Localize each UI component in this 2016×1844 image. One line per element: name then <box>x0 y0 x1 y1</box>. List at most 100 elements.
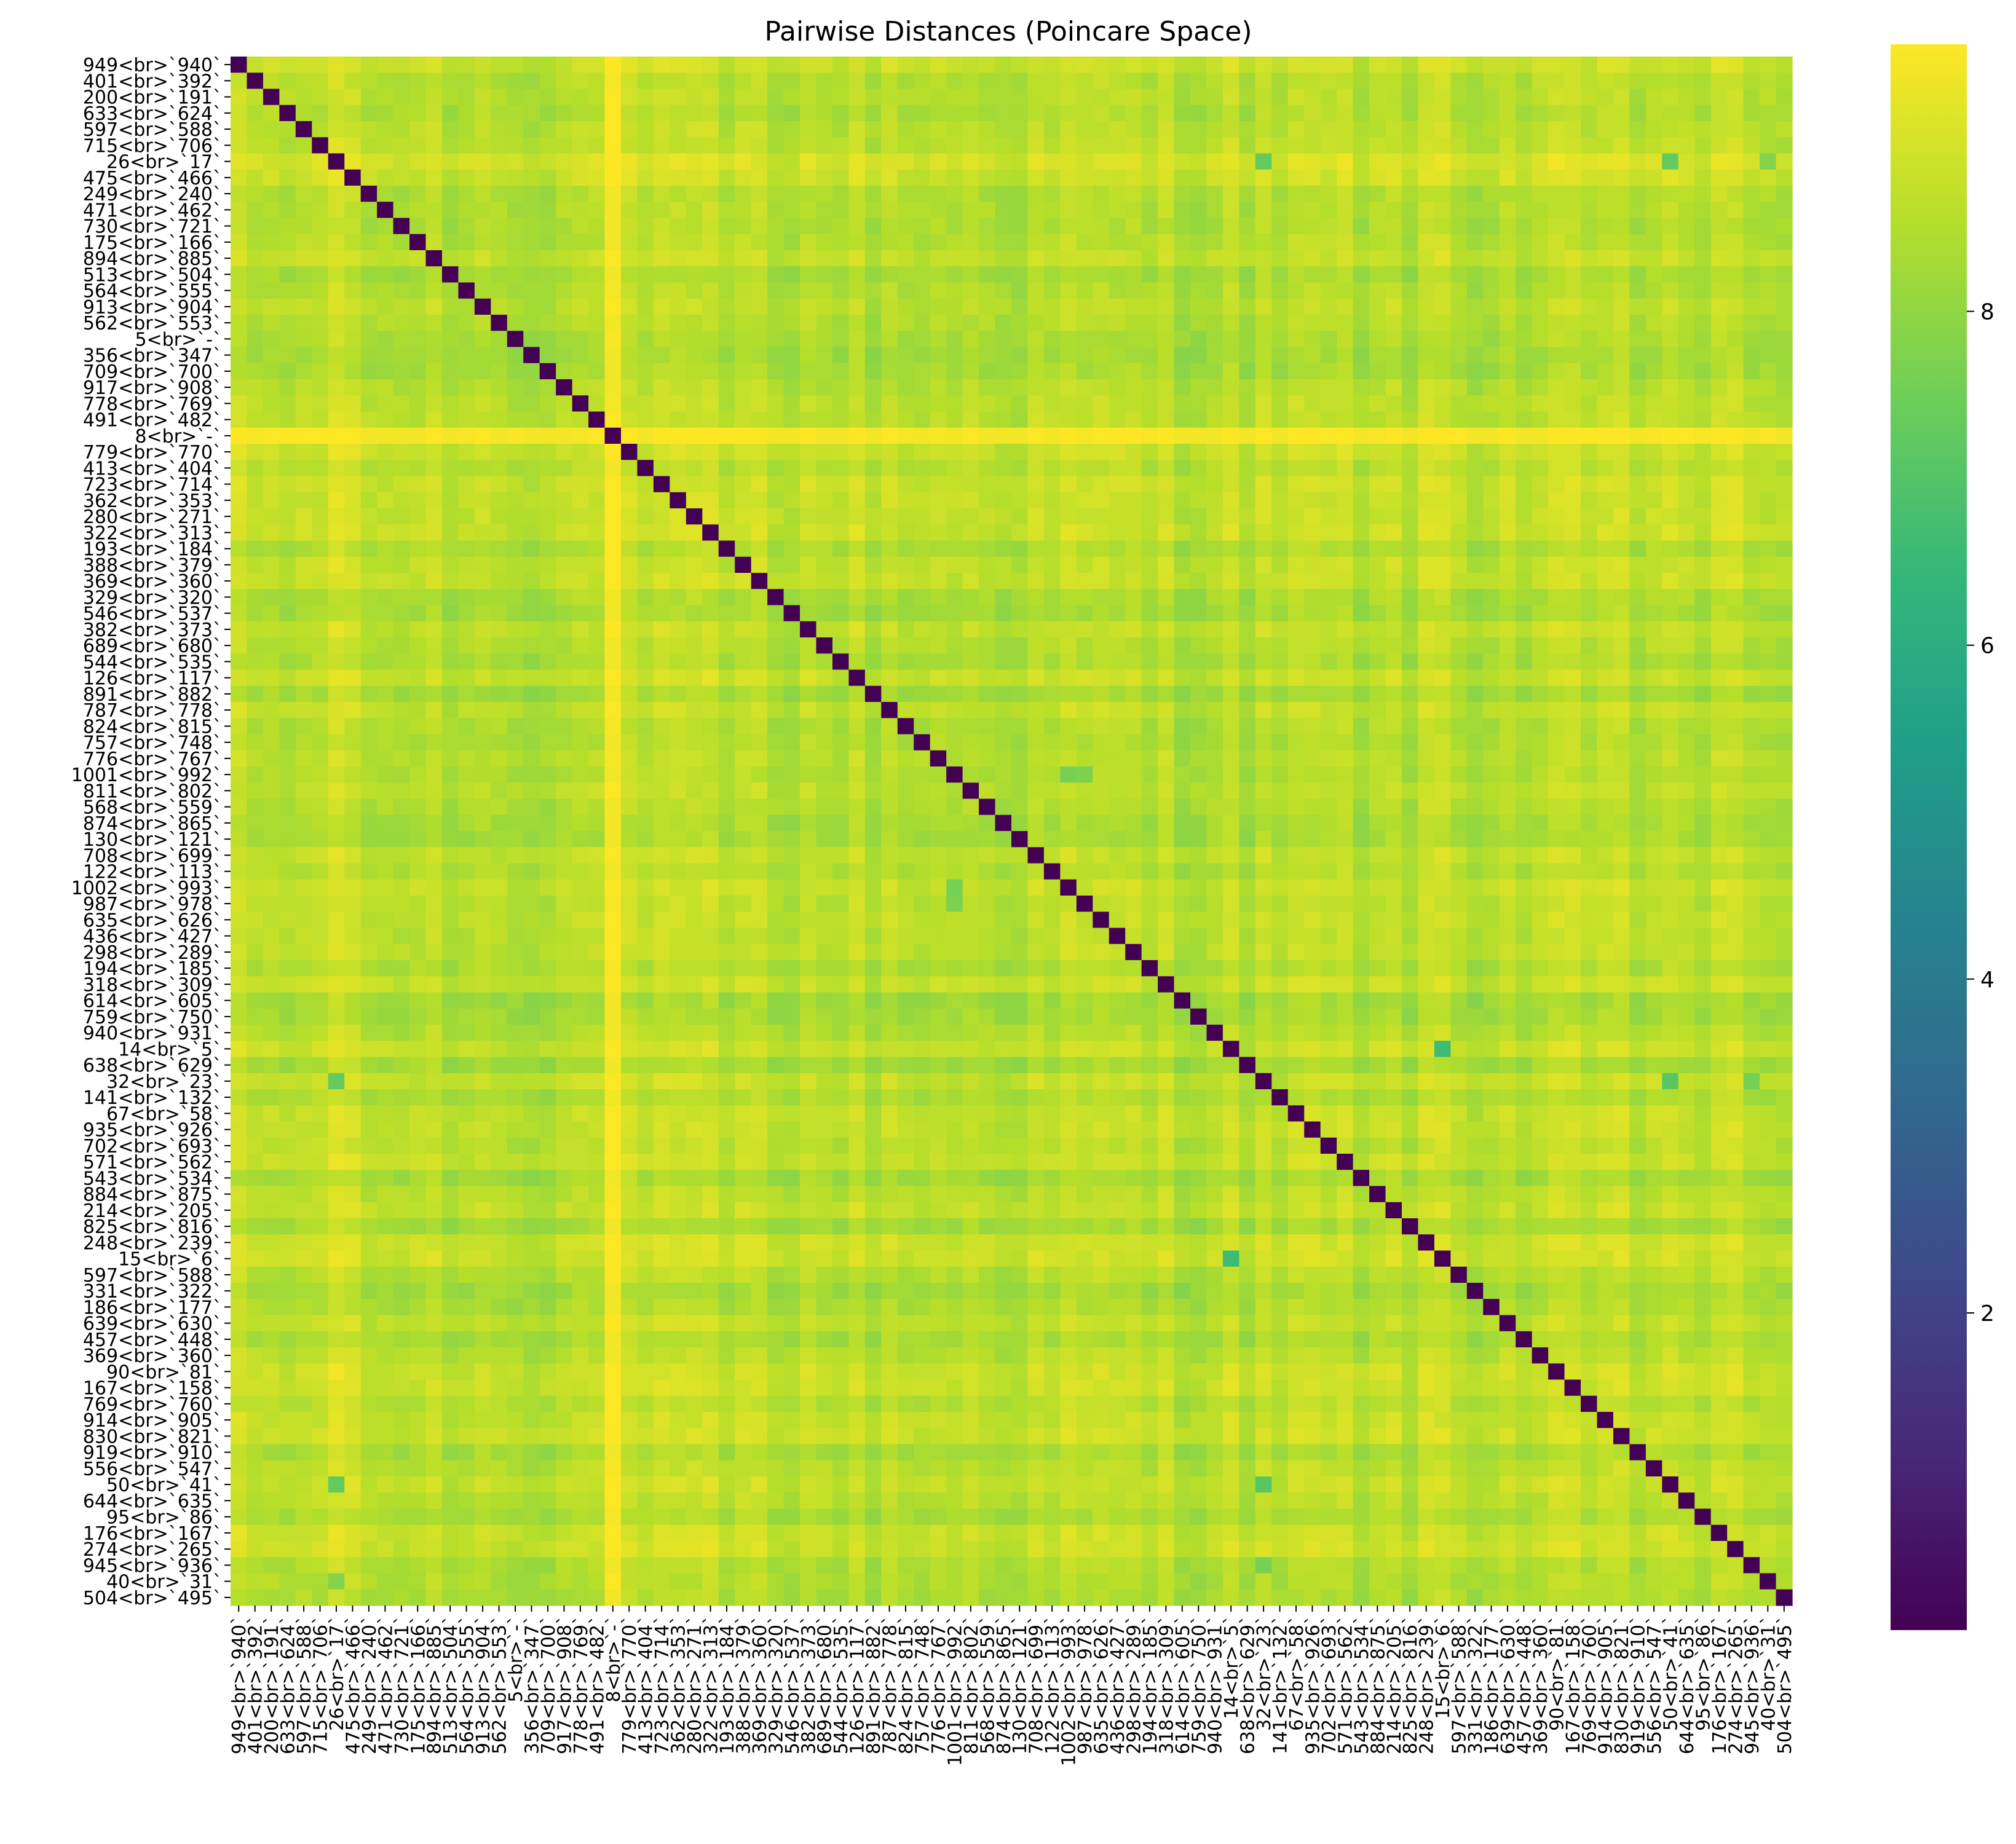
heatmap-cell <box>637 395 654 412</box>
heatmap-cell <box>1483 653 1500 671</box>
heatmap-cell <box>653 169 670 186</box>
heatmap-cell <box>1548 427 1565 444</box>
heatmap-cell <box>1483 540 1500 558</box>
heatmap-cell <box>1499 492 1516 509</box>
heatmap-cell <box>751 782 768 800</box>
heatmap-cell <box>783 186 800 202</box>
heatmap-cell <box>1287 202 1305 219</box>
heatmap-cell <box>621 427 638 444</box>
heatmap-cell <box>1466 315 1484 331</box>
heatmap-cell <box>1760 186 1777 202</box>
heatmap-cell <box>409 460 427 477</box>
heatmap-cell <box>1597 702 1614 719</box>
heatmap-cell <box>328 798 345 816</box>
heatmap-cell <box>1206 202 1223 219</box>
heatmap-cell <box>1710 250 1728 267</box>
heatmap-cell <box>1222 104 1240 122</box>
heatmap-cell <box>231 718 248 735</box>
heatmap-cell <box>523 766 540 783</box>
heatmap-cell <box>1043 427 1061 444</box>
heatmap-cell <box>491 508 508 525</box>
heatmap-cell <box>1629 573 1646 589</box>
heatmap-cell <box>344 782 362 800</box>
heatmap-cell <box>604 766 622 783</box>
heatmap-cell <box>1516 315 1533 331</box>
heatmap-cell <box>979 669 996 687</box>
heatmap-cell <box>1760 427 1777 444</box>
heatmap-cell <box>263 444 280 460</box>
heatmap-cell <box>1743 266 1760 283</box>
heatmap-cell <box>979 556 996 573</box>
heatmap-cell <box>1483 508 1500 525</box>
heatmap-cell <box>1662 782 1679 800</box>
heatmap-cell <box>1662 266 1679 283</box>
heatmap-cell <box>458 685 475 703</box>
heatmap-cell <box>1255 766 1272 783</box>
heatmap-cell <box>1239 734 1256 751</box>
heatmap-cell <box>1727 169 1744 186</box>
heatmap-cell <box>1043 331 1061 348</box>
heatmap-cell <box>1760 831 1777 848</box>
heatmap-cell <box>670 573 687 589</box>
heatmap-cell <box>523 186 540 202</box>
heatmap-cell <box>816 702 833 719</box>
heatmap-cell <box>1662 137 1679 154</box>
heatmap-cell <box>344 734 362 751</box>
heatmap-cell <box>881 766 898 783</box>
heatmap-cell <box>848 57 866 73</box>
heatmap-cell <box>491 186 508 202</box>
heatmap-cell <box>1255 589 1272 606</box>
heatmap-cell <box>312 863 329 880</box>
heatmap-cell <box>1629 266 1646 283</box>
heatmap-cell <box>1499 315 1516 331</box>
heatmap-cell <box>1353 282 1370 299</box>
heatmap-cell <box>1043 879 1061 896</box>
heatmap-cell <box>539 605 556 622</box>
heatmap-cell <box>328 847 345 864</box>
heatmap-cell <box>979 137 996 154</box>
heatmap-cell <box>1287 798 1305 816</box>
heatmap-cell <box>1043 782 1061 800</box>
heatmap-cell <box>718 234 735 251</box>
heatmap-cell <box>1662 104 1679 122</box>
heatmap-cell <box>1662 379 1679 396</box>
heatmap-cell <box>1174 766 1191 783</box>
heatmap-cell <box>897 379 914 396</box>
heatmap-cell <box>1271 315 1289 331</box>
heatmap-cell <box>377 186 394 202</box>
heatmap-cell <box>832 766 850 783</box>
heatmap-cell <box>1304 766 1321 783</box>
heatmap-cell <box>848 89 866 106</box>
heatmap-cell <box>1125 298 1142 315</box>
heatmap-cell <box>1402 89 1419 106</box>
heatmap-cell <box>1125 524 1142 542</box>
heatmap-cell <box>604 121 622 138</box>
heatmap-cell <box>1597 573 1614 589</box>
heatmap-cell <box>1125 653 1142 671</box>
heatmap-cell <box>1597 444 1614 460</box>
heatmap-cell <box>474 847 491 864</box>
heatmap-cell <box>1141 573 1158 589</box>
heatmap-cell <box>279 153 296 170</box>
heatmap-cell <box>1564 282 1581 299</box>
heatmap-cell <box>816 73 833 90</box>
heatmap-cell <box>930 460 947 477</box>
heatmap-cell <box>231 831 248 848</box>
heatmap-cell <box>1369 702 1386 719</box>
heatmap-cell <box>718 605 735 622</box>
heatmap-cell <box>1304 315 1321 331</box>
heatmap-cell <box>588 589 606 606</box>
heatmap-cell <box>1532 218 1549 235</box>
heatmap-cell <box>1402 766 1419 783</box>
heatmap-cell <box>1141 460 1158 477</box>
heatmap-cell <box>263 556 280 573</box>
heatmap-cell <box>1450 186 1468 202</box>
heatmap-cell <box>507 831 524 848</box>
heatmap-cell <box>474 702 491 719</box>
heatmap-cell <box>1011 395 1029 412</box>
heatmap-cell <box>670 347 687 364</box>
heatmap-cell <box>1206 444 1223 460</box>
heatmap-cell <box>604 460 622 477</box>
heatmap-cell <box>604 395 622 412</box>
heatmap-cell <box>1760 363 1777 380</box>
